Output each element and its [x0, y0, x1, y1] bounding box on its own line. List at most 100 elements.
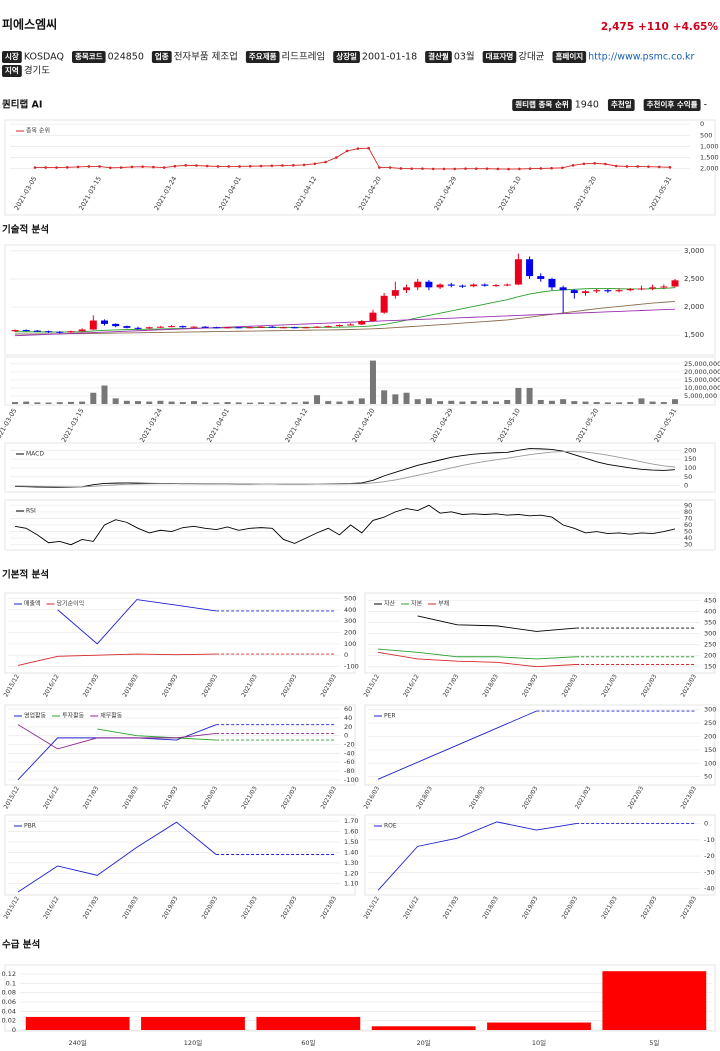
y-tick-label: 200 — [344, 629, 356, 637]
candle-body — [548, 278, 556, 288]
point — [507, 167, 510, 171]
y-tick-label: 150 — [704, 663, 716, 671]
point — [335, 156, 338, 159]
y-tick-label: -20 — [344, 741, 355, 749]
bar — [582, 401, 589, 404]
x-tick-label: 2021/03 — [574, 785, 593, 810]
x-tick-label: 2021-04-01 — [205, 407, 231, 444]
y-tick-label: -10 — [704, 836, 715, 844]
candle-body — [268, 326, 276, 328]
bar — [627, 402, 634, 404]
point — [313, 162, 317, 166]
y-tick-label: -30 — [704, 868, 715, 876]
x-tick-label: 10일 — [532, 1038, 546, 1047]
point — [636, 165, 640, 168]
chart-panel — [364, 814, 716, 896]
chart-panel — [4, 814, 356, 896]
y-tick-label: 1.70 — [344, 817, 358, 825]
stock-title: 피에스엠씨 — [2, 17, 57, 32]
candle-body — [582, 291, 590, 293]
x-tick-label: 2019/03 — [161, 673, 180, 698]
y-tick-label: 40 — [684, 534, 692, 542]
x-tick-label: 2017/03 — [82, 673, 101, 698]
x-tick-label: 2016/12 — [402, 895, 421, 920]
x-tick-label: 2018/03 — [481, 895, 500, 920]
x-tick-label: 2023/03 — [320, 785, 339, 810]
point — [345, 149, 349, 153]
candle-body — [279, 327, 287, 329]
x-tick-label: 2021-04-20 — [351, 407, 377, 444]
bar — [291, 402, 298, 404]
point — [378, 166, 381, 169]
x-tick-label: 2021-05-20 — [574, 407, 600, 444]
info-value: KOSDAQ — [24, 52, 64, 63]
y-tick-label: 0 — [344, 651, 348, 659]
bar — [246, 402, 253, 404]
homepage-link[interactable]: http://www.psmc.co.kr — [588, 52, 694, 63]
point — [399, 167, 403, 170]
point — [141, 165, 144, 168]
x-tick-label: 2023/03 — [680, 895, 699, 920]
y-tick-label: 300 — [704, 706, 716, 714]
candle-body — [89, 320, 97, 330]
bar — [403, 392, 410, 404]
point — [474, 167, 478, 170]
y-tick-label: 0 — [12, 1026, 16, 1034]
bar — [515, 387, 522, 404]
y-tick-label: 300 — [704, 630, 716, 638]
candle-body — [324, 326, 332, 328]
y-tick-label: -60 — [344, 758, 355, 766]
candle-body — [570, 290, 578, 293]
x-tick-label: 2021/03 — [600, 895, 619, 920]
point — [571, 164, 575, 167]
candle-body — [369, 312, 377, 322]
point — [614, 164, 618, 168]
badge — [643, 99, 701, 111]
x-tick-label: 240일 — [68, 1038, 86, 1047]
candle-body — [481, 284, 489, 286]
x-tick-label: 2015/12 — [3, 785, 22, 810]
point — [162, 166, 166, 169]
y-tick-label: 1.50 — [344, 838, 358, 846]
y-tick-label: 0.12 — [2, 970, 16, 978]
candle-body — [112, 323, 120, 327]
point — [453, 167, 457, 171]
candle-body — [257, 326, 265, 328]
legend-label: MACD — [26, 451, 44, 458]
info-value: 전자부품 제조업 — [174, 51, 238, 63]
y-tick-label: 20 — [344, 723, 352, 731]
bar — [571, 401, 578, 404]
y-tick-label: -40 — [704, 885, 715, 893]
candle-body — [671, 280, 679, 287]
badge — [607, 99, 635, 111]
info-value: 경기도 — [24, 65, 50, 77]
y-tick-label: 450 — [704, 597, 716, 605]
bar — [616, 402, 623, 404]
point — [152, 165, 155, 169]
candle-body — [649, 287, 657, 289]
bar — [112, 398, 119, 404]
candle-body — [190, 326, 198, 328]
y-tick-label: 1.20 — [344, 869, 358, 877]
y-tick-label: 20,000,000 — [684, 368, 720, 376]
info-value: 리드프레임 — [282, 51, 326, 63]
y-tick-label: 70 — [684, 514, 692, 522]
x-tick-label: 2022/03 — [280, 895, 299, 920]
y-tick-label: 1,500 — [700, 154, 719, 162]
y-tick-label: 0.02 — [2, 1017, 16, 1025]
x-tick-label: 2020/03 — [201, 673, 220, 698]
candle-body — [123, 326, 131, 328]
candle-body — [156, 326, 164, 328]
point — [528, 167, 532, 170]
y-tick-label: 2,000 — [684, 303, 704, 311]
badge — [2, 51, 22, 63]
x-tick-label: 2020/03 — [561, 895, 580, 920]
bar — [487, 1022, 591, 1030]
candle-body — [559, 287, 567, 291]
bar — [660, 402, 667, 404]
candle-body — [604, 290, 612, 292]
series-line — [97, 728, 217, 741]
quant-value: 1940 — [575, 100, 599, 111]
candle-body — [100, 320, 108, 324]
y-tick-label: 1,500 — [684, 331, 704, 339]
